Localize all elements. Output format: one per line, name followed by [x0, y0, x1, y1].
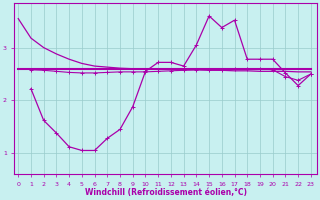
- X-axis label: Windchill (Refroidissement éolien,°C): Windchill (Refroidissement éolien,°C): [85, 188, 247, 197]
